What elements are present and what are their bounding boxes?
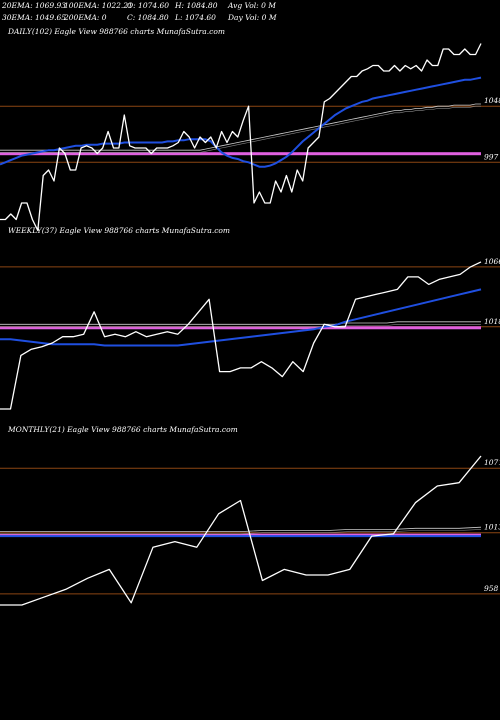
weekly-price-line — [0, 261, 482, 410]
monthly-price-line — [0, 455, 482, 606]
weekly-ema-slow-line-2 — [0, 323, 481, 328]
monthly-level-label-2: 958 — [484, 584, 499, 593]
daily-price-line — [0, 43, 482, 232]
weekly-highlight-band — [0, 326, 481, 330]
header-open: O: 1074.60 — [127, 1, 169, 10]
daily-panel-title: DAILY(102) Eagle View 988766 charts Muna… — [7, 27, 225, 36]
daily-level-label-1: 997 — [484, 152, 499, 161]
header-high: H: 1084.80 — [174, 1, 218, 10]
header-20ema: 20EMA: 1069.93 — [1, 1, 66, 10]
monthly-ema-slow-line-2 — [0, 529, 482, 535]
weekly-ema-fast-line — [0, 288, 482, 347]
daily-highlight-band — [0, 152, 481, 156]
weekly-level-label-1: 1018 — [484, 317, 500, 326]
header-30ema: 30EMA: 1049.65 — [2, 13, 66, 22]
header-avg-vol: Avg Vol: 0 M — [227, 1, 276, 10]
header-200ema: 200EMA: 0 — [63, 13, 107, 22]
header-day-vol: Day Vol: 0 M — [227, 13, 277, 22]
monthly-ema-slow-line — [0, 526, 482, 532]
daily-level-label-0: 1048 — [484, 96, 500, 105]
weekly-panel-title: WEEKLY(37) Eagle View 988766 charts Muna… — [8, 226, 230, 235]
header-close: C: 1084.80 — [127, 13, 169, 22]
weekly-ema-slow-line — [0, 321, 481, 325]
weekly-level-label-0: 1066 — [484, 257, 500, 266]
monthly-level-label-1: 1013 — [484, 523, 500, 532]
daily-ema-fast-line — [0, 76, 482, 168]
header-100ema: 100EMA: 1022.21 — [64, 1, 133, 10]
header-low: L: 1074.60 — [174, 13, 216, 22]
monthly-panel-title: MONTHLY(21) Eagle View 988766 charts Mun… — [7, 425, 238, 434]
